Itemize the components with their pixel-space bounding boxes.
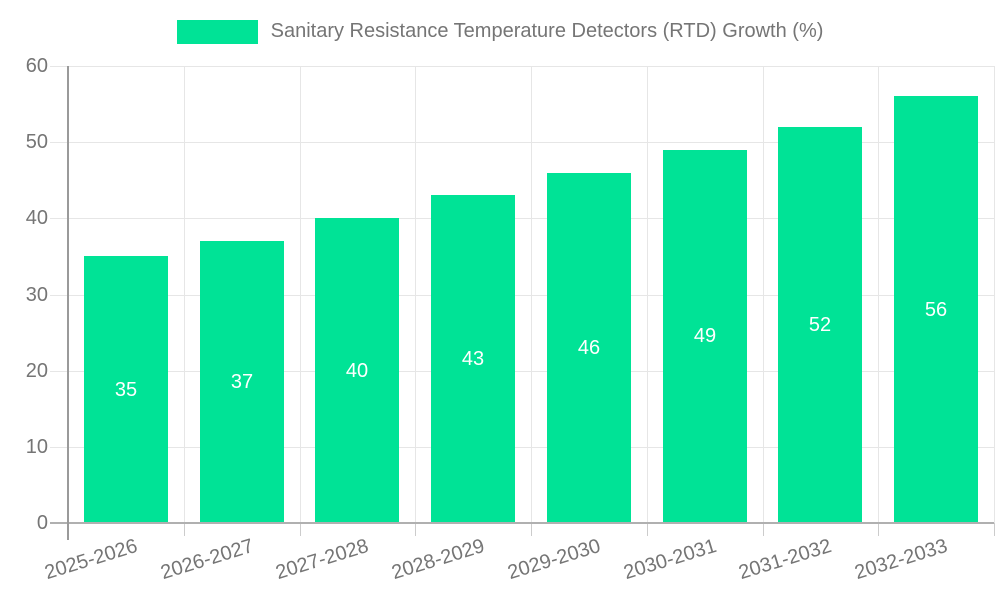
x-axis-category-label: 2031-2032 bbox=[736, 535, 835, 585]
bar-value-label: 37 bbox=[230, 371, 254, 393]
v-gridline bbox=[763, 66, 764, 523]
x-axis-line bbox=[50, 522, 994, 524]
h-gridline bbox=[50, 295, 994, 296]
h-gridline bbox=[50, 447, 994, 448]
bar-value-label: 43 bbox=[461, 348, 485, 370]
bar[interactable] bbox=[431, 195, 515, 523]
bar-value-label: 40 bbox=[345, 360, 369, 382]
bar-value-label: 35 bbox=[114, 379, 138, 401]
bar[interactable] bbox=[315, 218, 399, 523]
x-axis-category-label: 2029-2030 bbox=[505, 535, 604, 585]
chart-legend: Sanitary Resistance Temperature Detector… bbox=[0, 19, 1000, 44]
y-axis-tick-label: 10 bbox=[25, 436, 48, 458]
x-axis-tick bbox=[184, 523, 185, 536]
x-axis-category-label: 2026-2027 bbox=[158, 535, 257, 585]
x-axis-tick bbox=[300, 523, 301, 536]
bar[interactable] bbox=[547, 173, 631, 523]
v-gridline bbox=[300, 66, 301, 523]
legend-item[interactable]: Sanitary Resistance Temperature Detector… bbox=[176, 19, 824, 44]
h-gridline bbox=[50, 371, 994, 372]
x-axis-tick bbox=[878, 523, 879, 536]
v-gridline bbox=[531, 66, 532, 523]
x-axis-category-label: 2027-2028 bbox=[273, 535, 372, 585]
x-axis-tick bbox=[763, 523, 764, 536]
bar-value-label: 56 bbox=[924, 299, 948, 321]
legend-swatch-icon bbox=[176, 19, 258, 44]
bar-value-label: 46 bbox=[577, 337, 601, 359]
v-gridline bbox=[878, 66, 879, 523]
y-axis-tick-label: 40 bbox=[25, 207, 48, 229]
h-gridline bbox=[50, 66, 994, 67]
x-axis-category-label: 2032-2033 bbox=[852, 535, 951, 585]
y-axis-tick-label: 60 bbox=[25, 55, 48, 77]
legend-label: Sanitary Resistance Temperature Detector… bbox=[270, 20, 824, 42]
bar[interactable] bbox=[663, 150, 747, 523]
x-axis-category-label: 2030-2031 bbox=[621, 535, 720, 585]
x-axis-tick bbox=[415, 523, 416, 536]
y-axis-tick-label: 50 bbox=[25, 131, 48, 153]
h-gridline bbox=[50, 142, 994, 143]
bar[interactable] bbox=[200, 241, 284, 523]
bar-value-label: 52 bbox=[808, 314, 832, 336]
x-axis-category-label: 2025-2026 bbox=[42, 535, 141, 585]
x-axis-tick bbox=[647, 523, 648, 536]
x-axis-category-label: 2028-2029 bbox=[389, 535, 488, 585]
h-gridline bbox=[50, 218, 994, 219]
v-gridline bbox=[647, 66, 648, 523]
y-axis-tick-label: 30 bbox=[25, 284, 48, 306]
bar-value-label: 49 bbox=[693, 325, 717, 347]
x-axis-tick bbox=[994, 523, 995, 536]
y-axis-tick-label: 20 bbox=[25, 360, 48, 382]
y-axis-tick-label: 0 bbox=[36, 512, 48, 534]
bar[interactable] bbox=[778, 127, 862, 523]
y-axis-line bbox=[67, 66, 69, 540]
x-axis-tick bbox=[531, 523, 532, 536]
bar[interactable] bbox=[84, 256, 168, 523]
v-gridline bbox=[994, 66, 995, 523]
v-gridline bbox=[415, 66, 416, 523]
bar[interactable] bbox=[894, 96, 978, 523]
v-gridline bbox=[184, 66, 185, 523]
